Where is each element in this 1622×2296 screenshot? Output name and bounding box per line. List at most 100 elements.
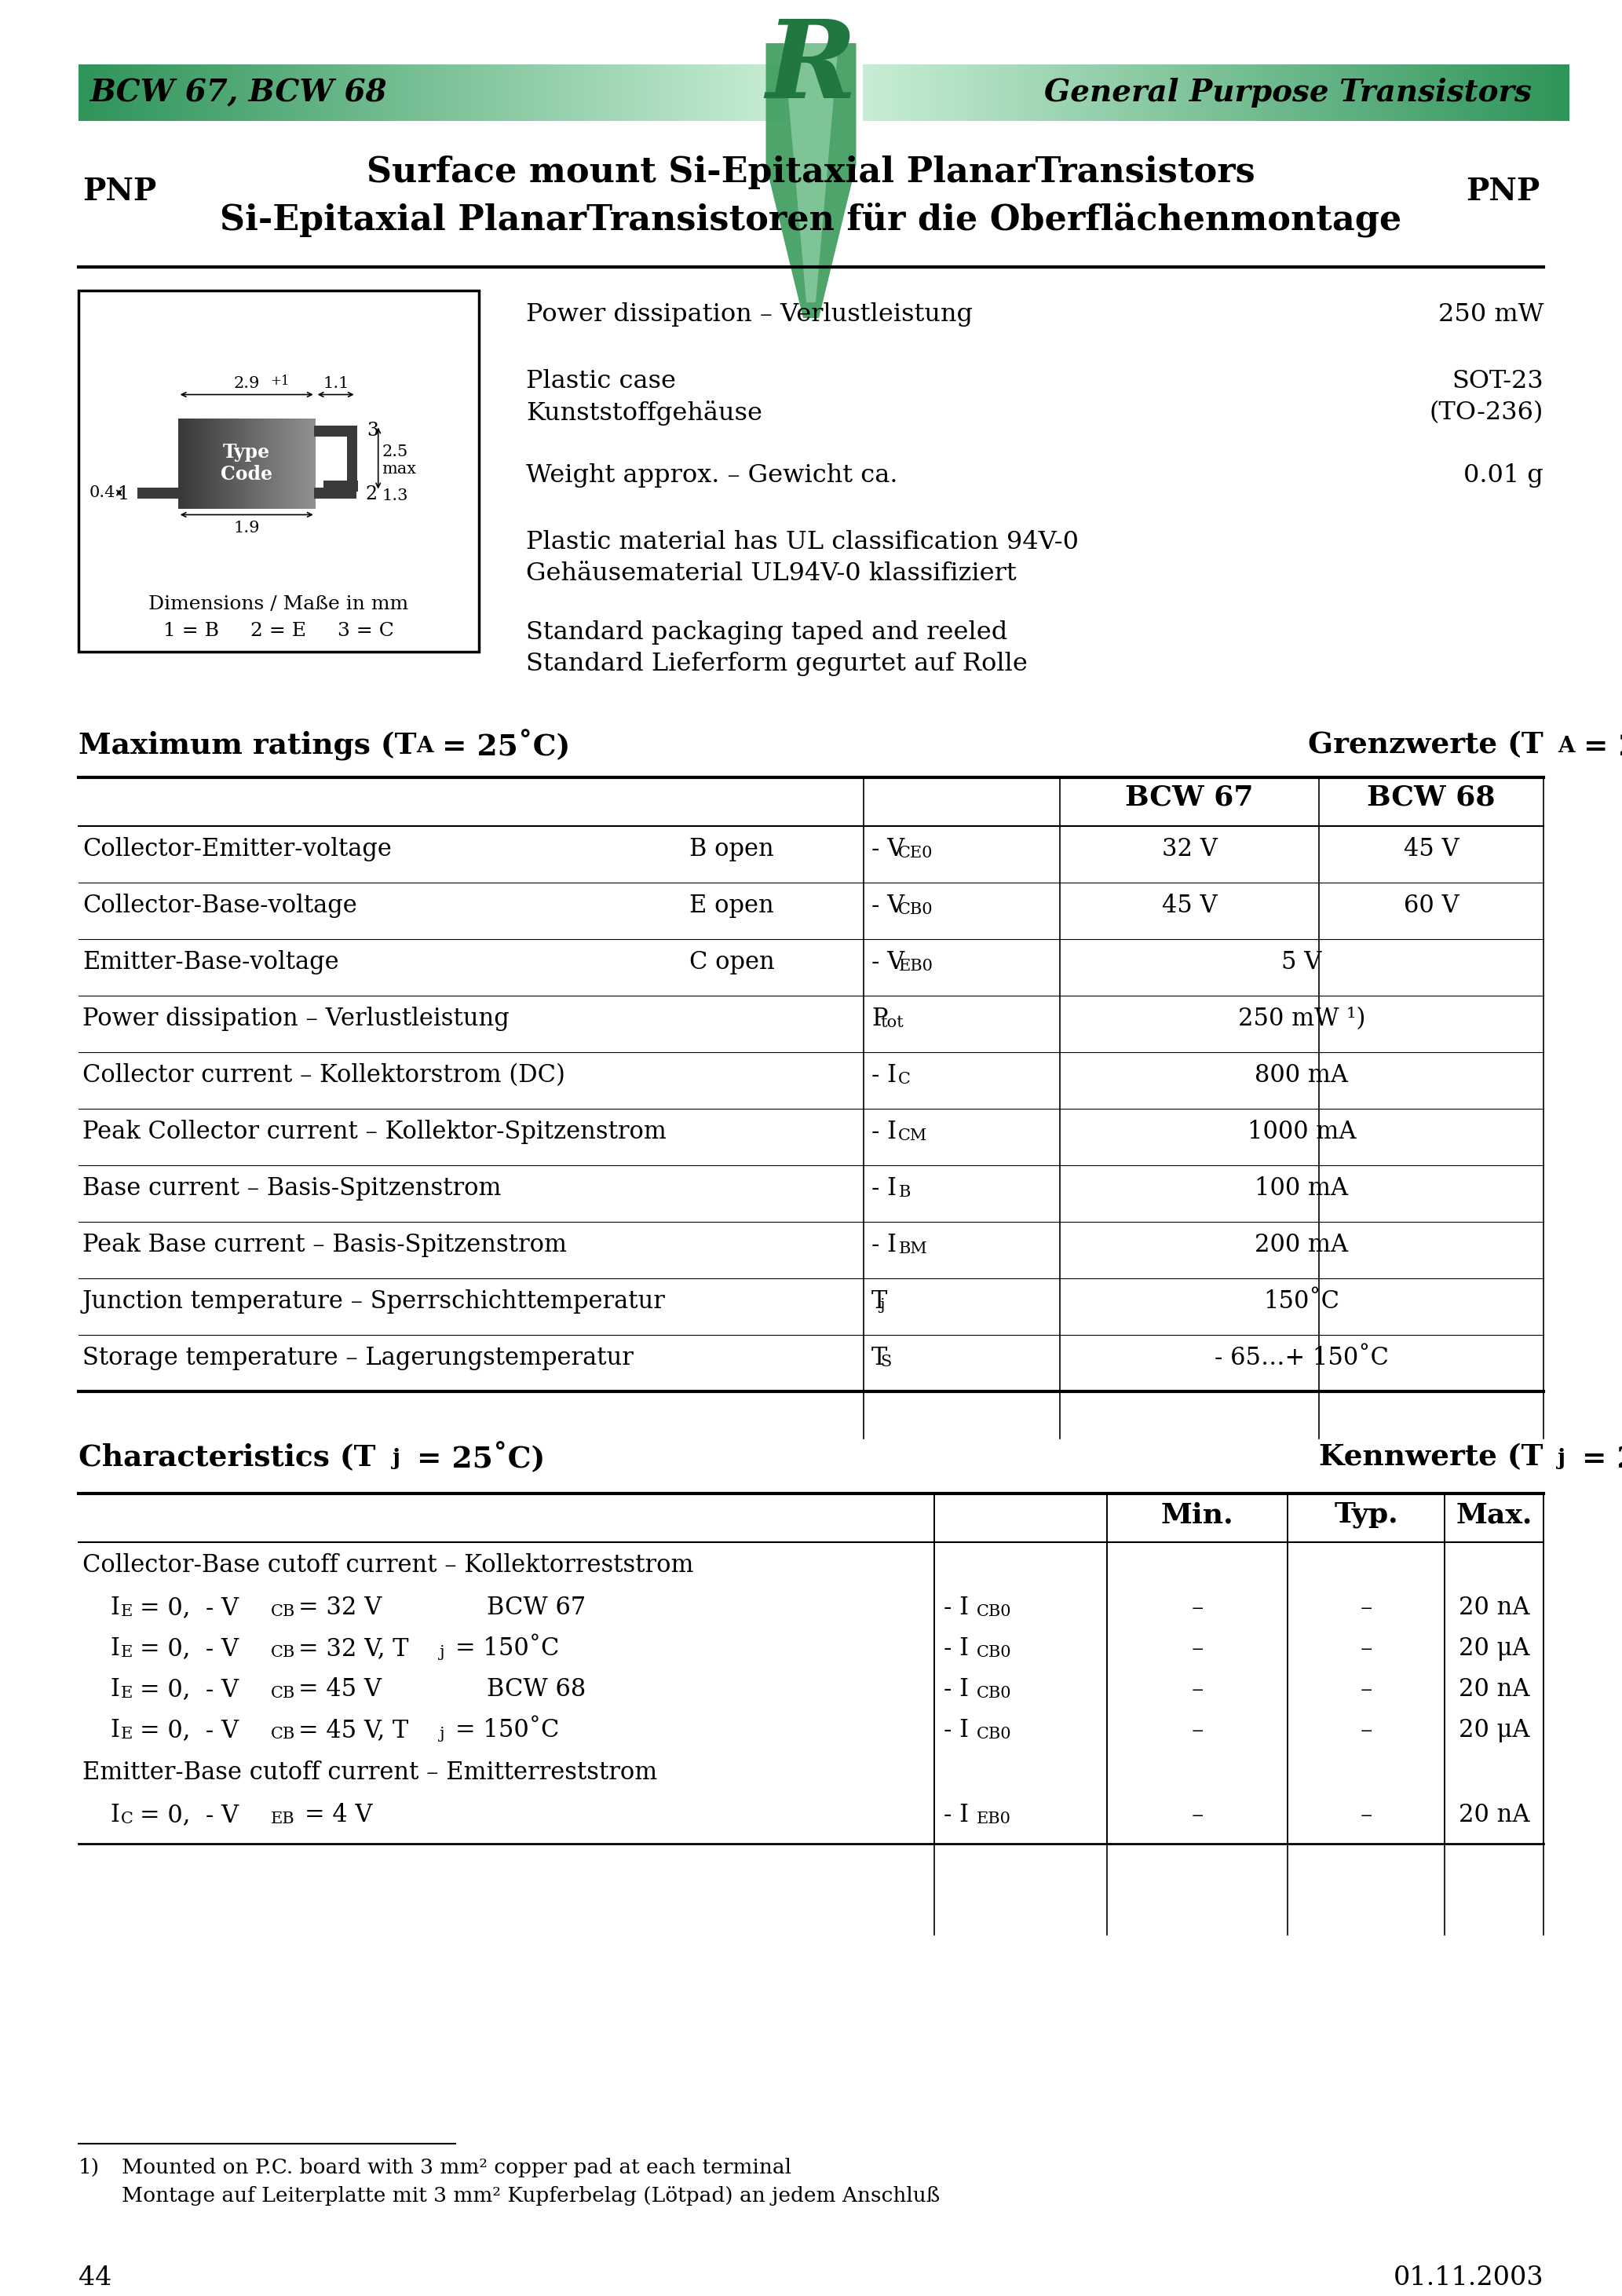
Text: 0.01 g: 0.01 g [1463, 464, 1544, 487]
Bar [313, 487, 357, 498]
Text: C: C [899, 1072, 912, 1086]
Text: 45 V: 45 V [1403, 838, 1458, 861]
Text: = 25˚C): = 25˚C) [407, 1442, 545, 1474]
Text: A: A [1557, 735, 1575, 758]
Text: j: j [393, 1449, 401, 1469]
Text: Emitter-Base-voltage: Emitter-Base-voltage [83, 951, 339, 974]
Text: Si-Epitaxial PlanarTransistoren für die Oberflächenmontage: Si-Epitaxial PlanarTransistoren für die … [221, 202, 1401, 236]
Text: 100 mA: 100 mA [1255, 1176, 1348, 1201]
Text: = 0,  - V: = 0, - V [139, 1637, 238, 1660]
Text: E: E [122, 1685, 133, 1701]
Text: Dimensions / Maße in mm: Dimensions / Maße in mm [149, 595, 409, 613]
Text: 45 V: 45 V [1161, 893, 1216, 918]
Text: 1000 mA: 1000 mA [1247, 1120, 1356, 1143]
Text: 44: 44 [78, 2266, 112, 2291]
Text: –: – [1191, 1678, 1204, 1701]
Text: j: j [881, 1297, 886, 1313]
Text: T: T [871, 1290, 887, 1313]
Text: +1: +1 [271, 374, 289, 388]
Text: - I: - I [871, 1233, 897, 1258]
Text: R: R [766, 16, 856, 122]
Text: 1): 1) [78, 2158, 101, 2177]
Text: BCW 68: BCW 68 [1367, 783, 1495, 810]
Text: Surface mount Si-Epitaxial PlanarTransistors: Surface mount Si-Epitaxial PlanarTransis… [367, 156, 1255, 188]
Text: Standard packaging taped and reeled: Standard packaging taped and reeled [526, 620, 1007, 645]
Bar [138, 487, 180, 498]
Text: 32 V: 32 V [1161, 838, 1216, 861]
Text: (TO-236): (TO-236) [1429, 400, 1544, 425]
Text: 20 nA: 20 nA [1458, 1596, 1530, 1621]
Text: 2.9: 2.9 [234, 377, 260, 390]
Text: - I: - I [871, 1120, 897, 1143]
Text: = 0,  - V: = 0, - V [139, 1678, 238, 1701]
Text: –: – [1191, 1717, 1204, 1743]
Text: = 32 V, T: = 32 V, T [298, 1637, 409, 1660]
Text: - V: - V [871, 893, 905, 918]
Text: - I: - I [871, 1063, 897, 1088]
Text: I: I [110, 1637, 120, 1660]
Text: EB: EB [271, 1812, 295, 1825]
Text: - I: - I [944, 1717, 968, 1743]
Text: PNP: PNP [1466, 177, 1539, 207]
Text: Storage temperature – Lagerungstemperatur: Storage temperature – Lagerungstemperatu… [83, 1345, 634, 1371]
Text: Emitter-Base cutoff current – Emitterreststrom: Emitter-Base cutoff current – Emitterres… [83, 1761, 657, 1784]
Text: = 0,  - V: = 0, - V [139, 1717, 238, 1743]
Bar [78, 292, 478, 652]
Text: - I: - I [944, 1637, 968, 1660]
Text: Kennwerte (T: Kennwerte (T [1319, 1442, 1544, 1472]
Text: - V: - V [871, 838, 905, 861]
Text: 2: 2 [365, 484, 378, 503]
Text: I: I [110, 1717, 120, 1743]
Text: 0.4: 0.4 [89, 484, 115, 501]
Text: –: – [1191, 1802, 1204, 1828]
Text: 800 mA: 800 mA [1255, 1063, 1348, 1088]
Text: 250 mW ¹): 250 mW ¹) [1238, 1006, 1366, 1031]
Text: Kunststoffgehäuse: Kunststoffgehäuse [526, 400, 762, 425]
Text: = 25˚C): = 25˚C) [1573, 730, 1622, 762]
Text: Peak Collector current – Kollektor-Spitzenstrom: Peak Collector current – Kollektor-Spitz… [83, 1120, 667, 1143]
Text: Grenzwerte (T: Grenzwerte (T [1309, 730, 1544, 760]
Text: j: j [1557, 1449, 1565, 1469]
Text: Collector-Emitter-voltage: Collector-Emitter-voltage [83, 838, 391, 861]
Text: = 0,  - V: = 0, - V [139, 1596, 238, 1621]
Text: BCW 67: BCW 67 [487, 1596, 586, 1621]
Text: –: – [1359, 1596, 1372, 1621]
Text: –: – [1359, 1637, 1372, 1660]
Text: I: I [110, 1596, 120, 1621]
Text: I: I [110, 1802, 120, 1828]
Text: –: – [1191, 1596, 1204, 1621]
Text: Collector current – Kollektorstrom (DC): Collector current – Kollektorstrom (DC) [83, 1063, 564, 1088]
Text: j: j [440, 1644, 444, 1660]
Text: –: – [1359, 1717, 1372, 1743]
Text: = 150˚C: = 150˚C [456, 1717, 560, 1743]
Text: BCW 67: BCW 67 [1126, 783, 1254, 810]
Text: T: T [871, 1345, 887, 1371]
Text: = 150˚C: = 150˚C [456, 1637, 560, 1660]
Text: 5 V: 5 V [1281, 951, 1322, 974]
Text: CE0: CE0 [899, 845, 933, 861]
Text: 1.1: 1.1 [323, 377, 349, 390]
Text: B open: B open [689, 838, 774, 861]
Text: Min.: Min. [1161, 1502, 1234, 1529]
Text: 20 μA: 20 μA [1458, 1637, 1530, 1660]
Text: = 4 V: = 4 V [305, 1802, 373, 1828]
Text: BM: BM [899, 1242, 928, 1256]
Text: 2.5
max: 2.5 max [383, 445, 417, 478]
Text: Typ.: Typ. [1333, 1502, 1398, 1529]
Text: Standard Lieferform gegurtet auf Rolle: Standard Lieferform gegurtet auf Rolle [526, 652, 1028, 675]
Text: - I: - I [871, 1176, 897, 1201]
Text: 20 nA: 20 nA [1458, 1802, 1530, 1828]
Text: 20 μA: 20 μA [1458, 1717, 1530, 1743]
Text: Base current – Basis-Spitzenstrom: Base current – Basis-Spitzenstrom [83, 1176, 501, 1201]
Text: CB: CB [271, 1644, 295, 1660]
Text: Type
Code: Type Code [221, 443, 272, 484]
Text: P: P [871, 1006, 887, 1031]
Text: CB: CB [271, 1685, 295, 1701]
Text: Max.: Max. [1457, 1502, 1533, 1529]
Text: S: S [881, 1355, 892, 1368]
Text: PNP: PNP [83, 177, 156, 207]
Text: - I: - I [944, 1802, 968, 1828]
Text: CB0: CB0 [976, 1727, 1012, 1743]
Text: Gehäusematerial UL94V-0 klassifiziert: Gehäusematerial UL94V-0 klassifiziert [526, 563, 1017, 585]
Text: 20 nA: 20 nA [1458, 1678, 1530, 1701]
